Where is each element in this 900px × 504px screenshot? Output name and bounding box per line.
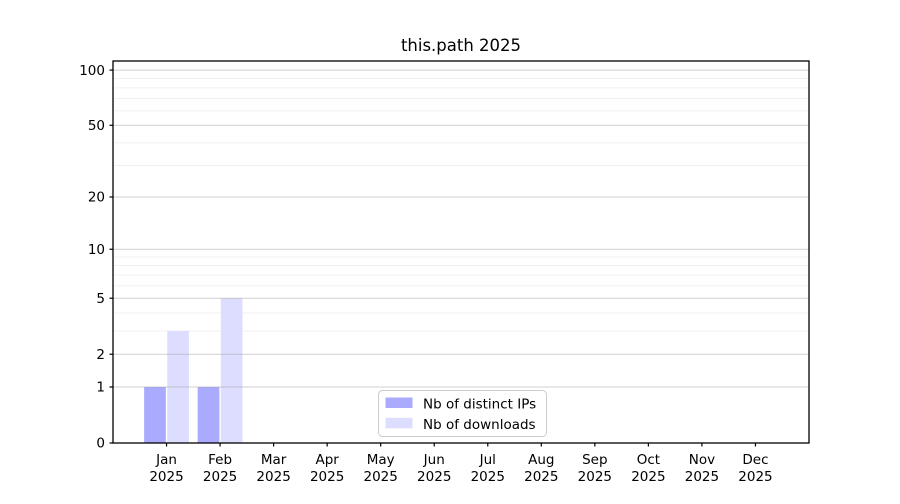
major-grid-layer	[113, 69, 809, 388]
y-tick-label: 50	[88, 118, 105, 134]
x-tick-label-month: Jul	[479, 452, 496, 468]
bar-distinct-ips	[197, 386, 220, 443]
y-tick-label: 2	[96, 347, 105, 363]
x-tick-label-year: 2025	[578, 469, 612, 485]
x-tick-label-month: Sep	[582, 452, 607, 468]
axes-layer	[109, 60, 810, 447]
y-tick-label: 20	[88, 190, 105, 206]
x-tick-label-year: 2025	[471, 469, 505, 485]
x-tick-label-year: 2025	[310, 469, 344, 485]
x-tick-label-year: 2025	[738, 469, 772, 485]
x-tick-label-month: Apr	[315, 452, 339, 468]
y-tick-label: 10	[88, 242, 105, 258]
x-tick-label-month: May	[367, 452, 395, 468]
legend-swatch	[385, 417, 413, 429]
y-tick-label: 100	[79, 63, 105, 79]
x-tick-label-month: Aug	[528, 452, 554, 468]
x-tick-label-month: Nov	[689, 452, 715, 468]
bar-downloads	[220, 298, 243, 443]
labels-layer: 0125102050100Jan2025Feb2025Mar2025Apr202…	[79, 63, 772, 485]
x-tick-label-year: 2025	[203, 469, 237, 485]
x-tick-label-year: 2025	[149, 469, 183, 485]
legend: Nb of distinct IPs Nb of downloads	[378, 390, 547, 437]
chart-title: this.path 2025	[401, 36, 521, 55]
y-tick-label: 1	[96, 380, 105, 396]
bar-distinct-ips	[144, 386, 166, 443]
y-tick-label: 5	[96, 291, 105, 307]
legend-label: Nb of downloads	[423, 417, 536, 433]
x-tick-label-month: Feb	[208, 452, 232, 468]
x-tick-label-month: Oct	[637, 452, 660, 468]
minor-grid-layer	[113, 77, 809, 332]
x-tick-label-year: 2025	[685, 469, 719, 485]
x-tick-label-month: Dec	[742, 452, 768, 468]
bars-layer	[144, 298, 243, 443]
plot-border	[112, 60, 810, 444]
y-tick-label: 0	[96, 436, 105, 452]
x-tick-label-year: 2025	[631, 469, 665, 485]
x-tick-label-year: 2025	[364, 469, 398, 485]
x-tick-label-month: Mar	[261, 452, 287, 468]
legend-box	[378, 390, 547, 437]
bar-downloads	[167, 330, 189, 443]
x-tick-label-year: 2025	[256, 469, 290, 485]
x-tick-label-month: Jun	[423, 452, 445, 468]
legend-label: Nb of distinct IPs	[423, 397, 536, 413]
x-tick-label-year: 2025	[524, 469, 558, 485]
x-tick-label-year: 2025	[417, 469, 451, 485]
legend-swatch	[385, 397, 413, 408]
x-tick-label-month: Jan	[155, 452, 177, 468]
